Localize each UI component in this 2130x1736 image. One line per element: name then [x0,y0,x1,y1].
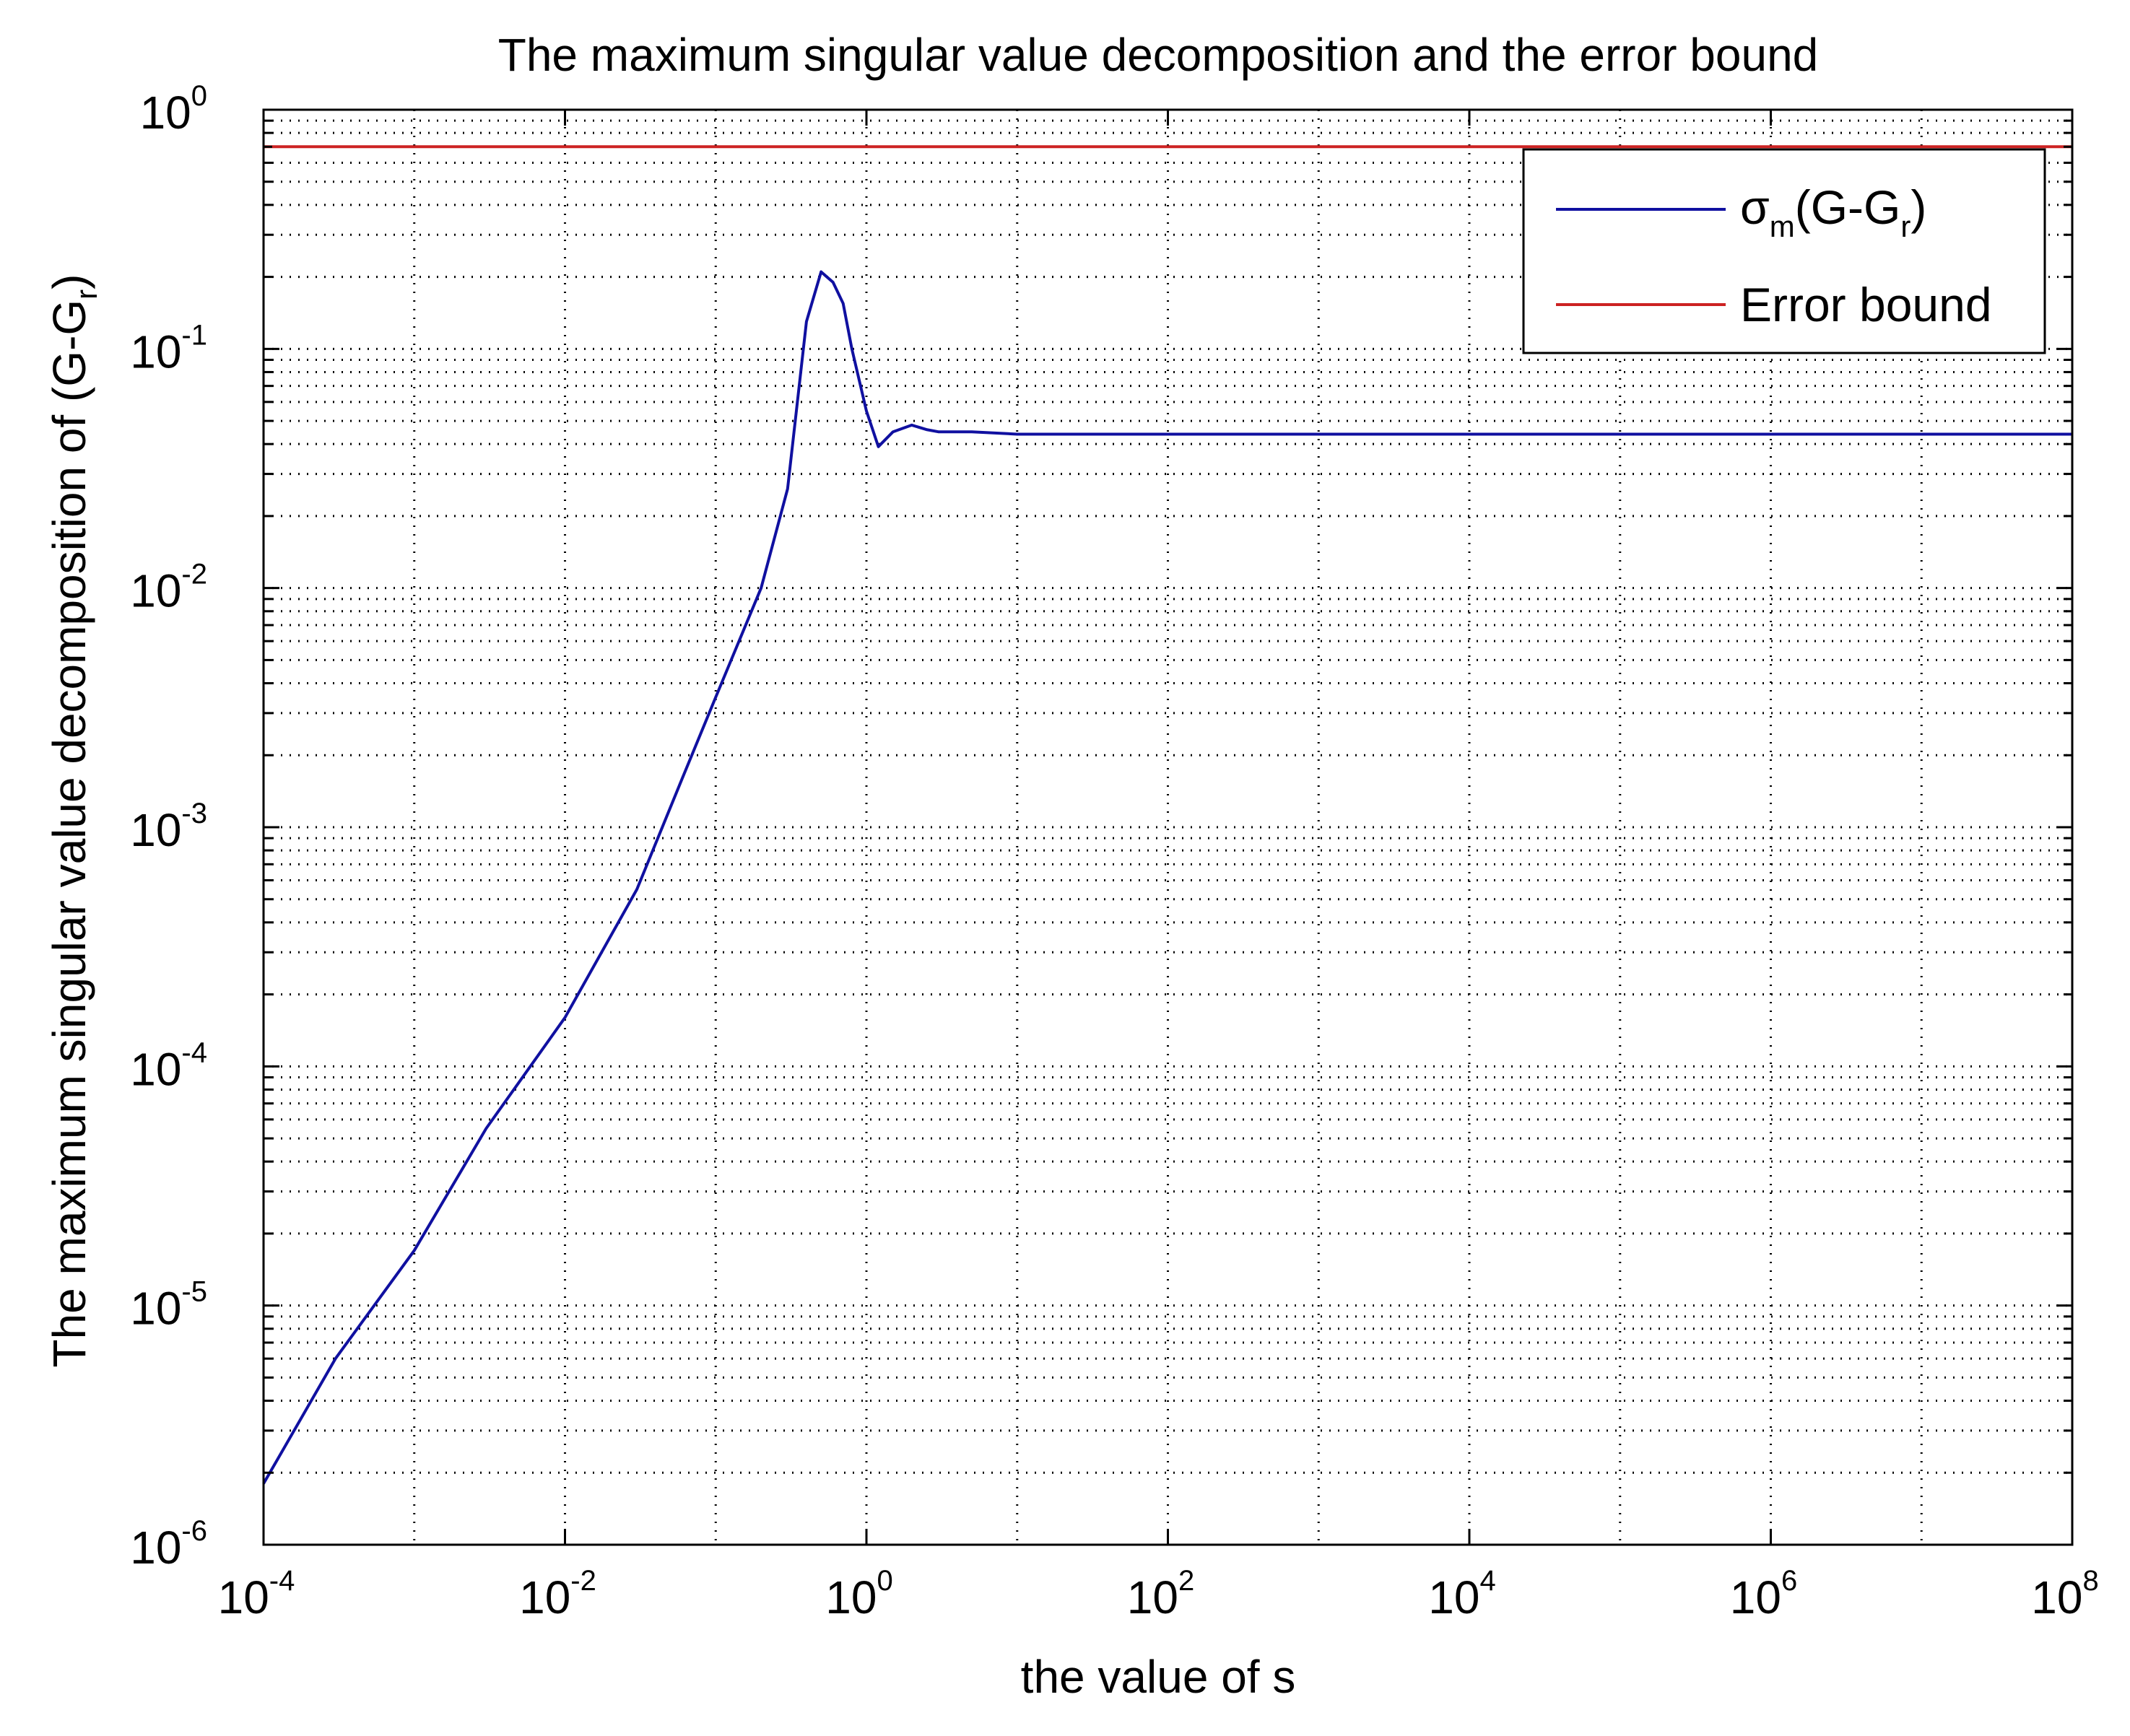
y-tick-label: 10-1 [130,319,207,378]
series-line-sigma [262,270,2072,1485]
legend-mid: (G-G [1795,180,1901,234]
legend-close: ) [1911,180,1926,234]
x-axis-label: the value of s [1021,1651,1296,1703]
y-tick-exponent: -5 [181,1276,207,1308]
y-tick-base: 10 [130,1522,181,1574]
legend-box [1522,148,2046,354]
y-tick-base: 10 [130,1283,181,1335]
x-tick-label: 104 [1428,1565,1495,1623]
x-tick-label: 106 [1730,1565,1797,1623]
y-tick-base: 10 [130,326,181,378]
y-tick-label: 10-2 [130,559,207,617]
x-tick-base: 10 [218,1571,269,1623]
y-tick-base: 10 [130,565,181,617]
x-tick-exponent: -2 [570,1565,596,1597]
x-tick-base: 10 [519,1571,570,1623]
y-tick-exponent: -6 [181,1515,207,1547]
y-tick-label: 10-5 [130,1276,207,1335]
x-tick-label: 108 [2031,1565,2098,1623]
x-tick-base: 10 [2031,1571,2082,1623]
y-tick-label: 10-6 [130,1515,207,1574]
x-tick-label: 102 [1127,1565,1194,1623]
y-tick-exponent: -3 [181,798,207,829]
y-tick-exponent: -1 [181,319,207,351]
y-axis-label: The maximum singular value decomposition… [43,274,103,1368]
x-tick-label: 10-2 [519,1565,596,1623]
x-tick-exponent: -4 [269,1565,295,1597]
chart-title: The maximum singular value decomposition… [498,29,1819,81]
x-tick-base: 10 [1127,1571,1178,1623]
x-tick-exponent: 4 [1479,1565,1495,1597]
series-layer [262,145,2072,1485]
x-tick-exponent: 6 [1781,1565,1797,1597]
y-tick-exponent: -2 [181,559,207,590]
x-tick-exponent: 8 [2082,1565,2098,1597]
y-tick-label: 100 [140,80,207,139]
y-tick-base: 10 [140,87,191,139]
legend-sub-r: r [1900,209,1911,243]
legend: σm(G-Gr) Error bound [1522,148,2046,354]
y-tick-base: 10 [130,804,181,856]
legend-sub-m: m [1770,209,1795,243]
y-tick-label: 10-3 [130,798,207,856]
legend-symbol: σ [1740,180,1770,234]
legend-label-sigma: σm(G-Gr) [1740,180,1926,243]
y-tick-label: 10-4 [130,1037,207,1095]
axis-ticks: 10-4 10-2 100 102 104 106 10810-610-510-410-31… [130,80,2098,1623]
x-tick-base: 10 [825,1571,877,1623]
grid [264,110,2072,1545]
legend-label-error-bound: Error bound [1740,278,1992,331]
y-axis-label-sub: r [69,289,103,300]
x-tick-label: 100 [825,1565,892,1623]
x-tick-base: 10 [1428,1571,1479,1623]
y-axis-label-main: The maximum singular value decomposition… [43,300,95,1368]
x-tick-label: 10-4 [218,1565,295,1623]
x-tick-exponent: 0 [877,1565,892,1597]
x-tick-exponent: 2 [1178,1565,1194,1597]
x-tick-base: 10 [1730,1571,1781,1623]
y-axis-label-close: ) [43,274,95,289]
y-tick-base: 10 [130,1043,181,1095]
y-tick-exponent: -4 [181,1037,207,1068]
y-tick-exponent: 0 [191,80,207,112]
